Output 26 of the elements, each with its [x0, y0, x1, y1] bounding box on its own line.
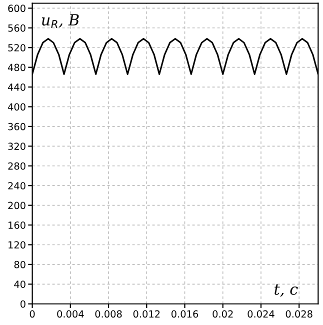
- y-tick-label: 120: [8, 241, 26, 249]
- x-tick-label: 0.012: [133, 310, 160, 318]
- x-tick-label: 0.02: [212, 310, 233, 318]
- y-tick-label: 240: [8, 182, 26, 190]
- y-tick-label: 320: [8, 142, 26, 150]
- y-tick-label: 200: [8, 202, 26, 210]
- x-axis-title: t, c: [274, 284, 298, 297]
- y-tick-label: 400: [8, 103, 26, 111]
- y-tick-label: 360: [8, 122, 26, 130]
- y-tick-label: 480: [8, 64, 26, 72]
- y-tick-label: 40: [14, 280, 26, 288]
- y-tick-label: 0: [20, 300, 26, 308]
- y-axis-title: u$_{R}$, B: [42, 14, 79, 28]
- x-tick-label: 0: [30, 310, 35, 318]
- x-tick-label: 0.008: [95, 310, 122, 318]
- y-tick-label: 520: [8, 44, 26, 52]
- y-tick-label: 600: [8, 4, 26, 12]
- y-tick-label: 160: [8, 222, 26, 229]
- x-tick-label: 0.004: [57, 310, 84, 318]
- y-tick-label: 80: [14, 260, 26, 268]
- x-tick-label: 0.028: [286, 310, 312, 318]
- y-tick-label: 280: [8, 162, 26, 170]
- y-tick-label: 560: [8, 24, 26, 32]
- x-tick-label: 0.016: [171, 310, 198, 318]
- y-tick-label: 440: [8, 84, 26, 91]
- x-tick-label: 0.024: [248, 310, 274, 318]
